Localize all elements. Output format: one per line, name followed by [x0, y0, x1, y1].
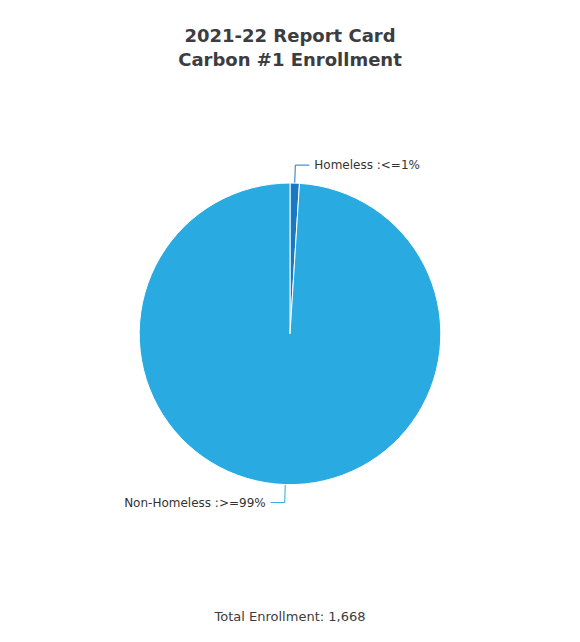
svg-text:Total Enrollment: 1,668: Total Enrollment: 1,668: [214, 609, 366, 624]
svg-text:Homeless :<=1%: Homeless :<=1%: [314, 158, 420, 172]
svg-text:Carbon #1 Enrollment: Carbon #1 Enrollment: [178, 49, 402, 70]
svg-text:Non-Homeless :>=99%: Non-Homeless :>=99%: [124, 496, 266, 510]
svg-text:2021-22 Report Card: 2021-22 Report Card: [184, 25, 395, 46]
